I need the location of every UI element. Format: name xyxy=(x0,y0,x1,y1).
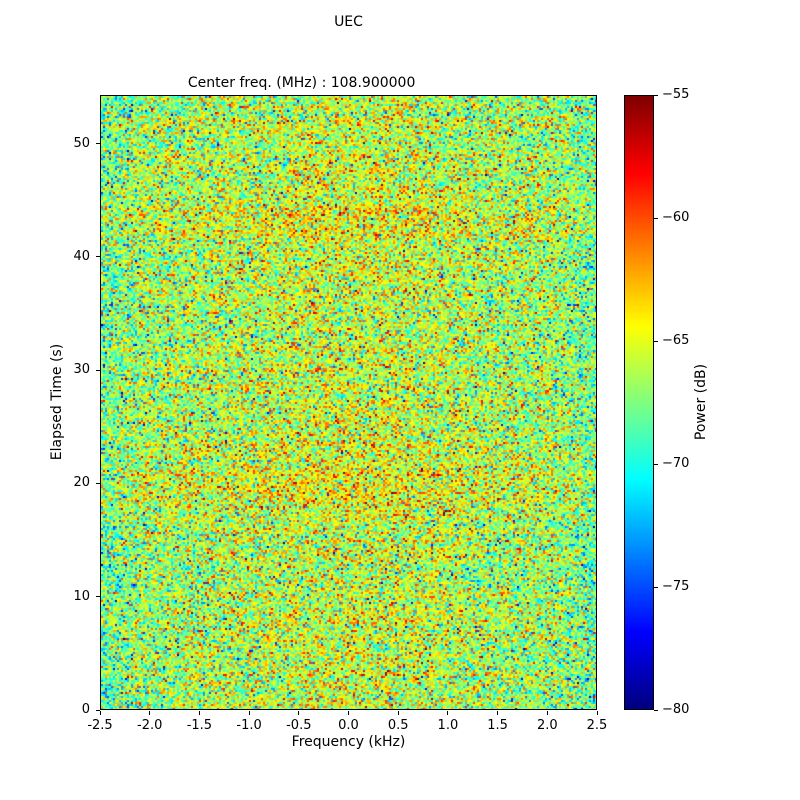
y-tick xyxy=(96,143,100,145)
x-tick-label: 2.0 xyxy=(536,718,558,733)
x-tick-label: 1.5 xyxy=(487,718,508,733)
cbar-tick xyxy=(654,94,658,96)
x-tick-label: -1.0 xyxy=(236,718,262,733)
cbar-tick xyxy=(654,217,658,219)
y-tick xyxy=(96,596,100,598)
x-tick xyxy=(298,711,300,715)
x-tick-label: 2.5 xyxy=(586,718,608,733)
y-tick-label: 50 xyxy=(73,135,90,151)
center-freq-line: Center freq. (MHz) : 108.900000 xyxy=(187,75,416,91)
y-tick xyxy=(96,709,100,711)
y-tick-label: 10 xyxy=(73,588,90,604)
x-tick xyxy=(546,711,548,715)
x-tick xyxy=(596,711,598,715)
cbar-tick xyxy=(654,340,658,342)
cbar-tick-label: −75 xyxy=(662,579,690,594)
cbar-tick-label: −70 xyxy=(662,456,690,471)
heatmap-canvas xyxy=(101,96,596,709)
cbar-tick-label: −80 xyxy=(662,702,690,717)
x-tick xyxy=(447,711,449,715)
y-tick-label: 30 xyxy=(73,362,90,378)
cbar-tick xyxy=(654,709,658,711)
heatmap-plot-area xyxy=(100,95,597,710)
y-tick-label: 0 xyxy=(81,702,90,717)
colorbar-canvas xyxy=(625,96,653,709)
y-tick xyxy=(96,369,100,371)
x-tick xyxy=(99,711,101,715)
x-tick-label: 0.0 xyxy=(338,718,359,733)
cbar-tick xyxy=(654,586,658,588)
x-tick-label: 1.0 xyxy=(437,718,459,733)
cbar-tick-label: −55 xyxy=(662,87,690,102)
x-tick xyxy=(248,711,250,715)
x-tick xyxy=(397,711,399,715)
cbar-tick-label: −60 xyxy=(662,210,690,225)
x-tick xyxy=(348,711,349,715)
plot-title: UEC xyxy=(334,14,363,30)
x-tick xyxy=(497,711,499,715)
y-tick-label: 20 xyxy=(73,475,90,491)
y-tick xyxy=(96,256,100,258)
y-tick xyxy=(96,482,100,484)
x-tick-label: -1.5 xyxy=(186,718,213,733)
y-tick-label: 40 xyxy=(73,248,90,264)
x-tick xyxy=(149,711,151,715)
x-axis-label: Frequency (kHz) xyxy=(291,734,406,750)
x-tick-label: -2.5 xyxy=(87,718,113,733)
cbar-tick-label: −65 xyxy=(662,333,690,348)
colorbar-label: Power (dB) xyxy=(693,363,709,441)
x-tick-label: 0.5 xyxy=(387,718,409,733)
x-tick-label: -0.5 xyxy=(286,718,312,733)
x-tick-label: -2.0 xyxy=(137,718,163,733)
cbar-tick xyxy=(654,463,658,465)
x-tick xyxy=(198,711,200,715)
colorbar xyxy=(624,95,654,710)
